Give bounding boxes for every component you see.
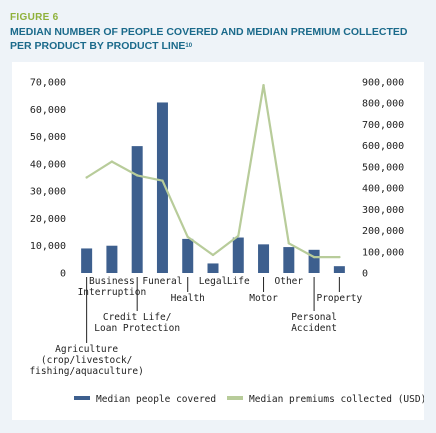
y-right-tick-label: 500,000 xyxy=(362,162,404,173)
legend-label-premiums: Median premiums collected (USD) xyxy=(249,394,424,405)
figure-title-footnote: 10 xyxy=(185,43,193,49)
category-label: Loan Protection xyxy=(94,323,180,334)
bar xyxy=(333,266,345,273)
bar xyxy=(283,247,295,273)
category-leader-lines xyxy=(86,277,340,343)
y-left-tick-label: 40,000 xyxy=(30,159,66,170)
category-label: Funeral xyxy=(142,276,182,287)
category-label: Other xyxy=(275,276,304,287)
y-left-axis-labels: 0 10,000 20,000 30,000 40,000 50,000 60,000 70,… xyxy=(30,78,66,280)
bar xyxy=(131,146,143,273)
y-left-tick-label: 10,000 xyxy=(30,241,66,252)
category-label: Interruption xyxy=(78,287,147,298)
category-label: Motor xyxy=(249,293,278,304)
line-point xyxy=(287,242,291,245)
category-label: Business xyxy=(89,276,135,287)
figure-title-text: MEDIAN NUMBER OF PEOPLE COVERED AND MEDI… xyxy=(10,26,408,52)
category-label: Credit Life/ xyxy=(103,312,172,323)
y-right-tick-label: 700,000 xyxy=(362,120,404,131)
category-label: Accident xyxy=(291,323,337,334)
line-point xyxy=(161,179,164,182)
y-left-tick-label: 50,000 xyxy=(30,132,66,143)
line-point xyxy=(186,235,189,239)
category-label: Legal xyxy=(199,276,228,287)
legend: Median people covered Median premiums col… xyxy=(74,394,426,405)
category-label: Health xyxy=(171,293,205,304)
category-label: Property xyxy=(316,293,362,304)
y-right-tick-label: 200,000 xyxy=(362,226,404,237)
line-point xyxy=(211,253,215,257)
category-labels: Agriculture(crop/livestock/fishing/aquac… xyxy=(29,276,362,377)
line-point xyxy=(262,83,265,87)
line-point xyxy=(110,160,114,163)
y-right-tick-label: 600,000 xyxy=(362,141,404,152)
line-point xyxy=(312,255,316,259)
line-point xyxy=(237,234,240,238)
legend-label-people: Median people covered xyxy=(96,394,216,405)
line-point xyxy=(135,174,139,177)
category-label: Life xyxy=(227,276,250,287)
line-series xyxy=(85,83,341,259)
category-label: Agriculture xyxy=(55,344,118,355)
category-label: (crop/livestock/ xyxy=(41,355,133,366)
bar-series xyxy=(81,102,345,273)
category-label: fishing/aquaculture) xyxy=(29,366,143,377)
y-left-tick-label: 30,000 xyxy=(30,187,66,198)
bar xyxy=(232,237,244,273)
chart-card: 0 10,000 20,000 30,000 40,000 50,000 60,000 70,… xyxy=(12,62,426,420)
y-left-tick-label: 0 xyxy=(60,269,66,280)
bar xyxy=(258,244,270,273)
combo-chart: 0 10,000 20,000 30,000 40,000 50,000 60,000 70,… xyxy=(29,78,426,406)
y-right-tick-label: 300,000 xyxy=(362,205,404,216)
bar xyxy=(207,263,219,273)
bar xyxy=(182,238,194,273)
y-right-tick-label: 900,000 xyxy=(362,78,404,89)
line-point xyxy=(85,176,88,179)
bar xyxy=(308,249,320,273)
figure-title: MEDIAN NUMBER OF PEOPLE COVERED AND MEDI… xyxy=(10,25,426,53)
y-right-tick-label: 400,000 xyxy=(362,184,404,195)
y-right-tick-label: 0 xyxy=(362,269,368,280)
y-right-axis-labels: 0 100,000 200,000 300,000 400,000 500,000 600,… xyxy=(362,78,404,280)
y-left-tick-label: 70,000 xyxy=(30,78,66,89)
bar xyxy=(81,248,93,273)
figure-label: FIGURE 6 xyxy=(10,12,59,23)
premium-line xyxy=(86,84,340,259)
y-right-tick-label: 800,000 xyxy=(362,99,404,110)
y-left-tick-label: 20,000 xyxy=(30,214,66,225)
y-left-tick-label: 60,000 xyxy=(30,105,66,116)
category-label: Personal xyxy=(291,312,337,323)
y-right-tick-label: 100,000 xyxy=(362,247,404,258)
bar xyxy=(106,245,118,273)
line-point xyxy=(338,255,341,259)
bar xyxy=(156,102,168,273)
